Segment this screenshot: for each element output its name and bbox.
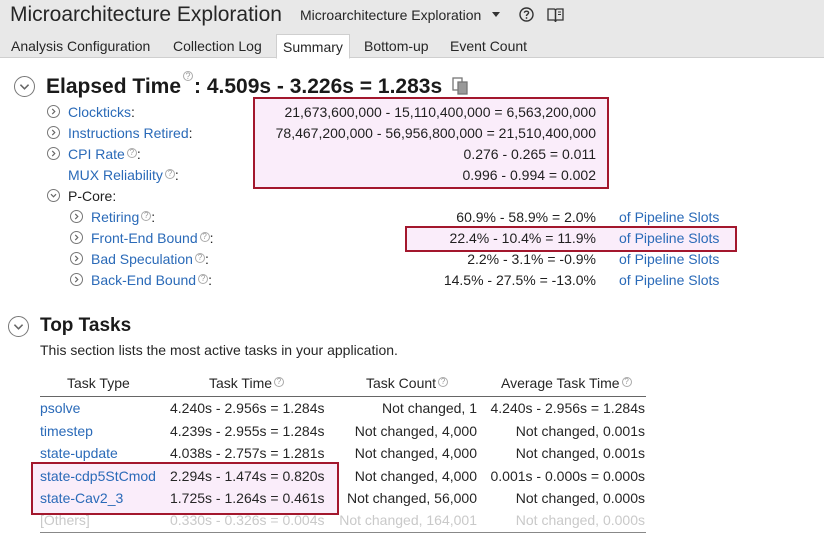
question-icon[interactable]: ? [164,169,175,180]
task-time-cell: 0.330s - 0.326s = 0.004s [170,512,325,528]
task-type-cell[interactable]: state-update [40,445,118,461]
column-header-task-type[interactable]: Task Type [67,375,130,391]
avg-task-time-cell: Not changed, 0.001s [515,423,645,439]
avg-task-time-cell: Not changed, 0.000s [515,490,645,506]
instructions-retired-value: 78,467,200,000 - 56,956,800,000 = 21,510… [275,125,596,141]
app-title: Microarchitecture Exploration [10,3,282,26]
instructions-retired-label[interactable]: Instructions Retired: [68,125,193,141]
retiring-value: 60.9% - 58.9% = 2.0% [456,209,596,225]
task-count-cell: Not changed, 164,001 [339,512,477,528]
clockticks-value: 21,673,600,000 - 15,110,400,000 = 6,563,… [284,104,596,120]
task-type-cell[interactable]: state-Cav2_3 [40,490,124,506]
top-tasks-heading: Top Tasks [40,315,132,336]
task-count-cell: Not changed, 4,000 [354,468,477,484]
chevron-right-icon[interactable] [47,126,60,139]
task-time-cell: 2.294s - 1.474s = 0.820s [170,468,325,484]
column-header-task-count[interactable]: Task Count? [366,375,449,391]
mux-reliability-label[interactable]: MUX Reliability?: [68,167,179,183]
view-selector[interactable]: Microarchitecture Exploration [300,7,482,23]
help-icon[interactable] [519,7,534,22]
top-tasks-description: This section lists the most active tasks… [40,342,398,358]
tab-summary[interactable]: Summary [276,34,350,59]
question-icon[interactable]: ? [198,274,209,285]
retiring-label[interactable]: Retiring?: [91,209,156,225]
chevron-right-icon[interactable] [70,210,83,223]
p-core-label: P-Core: [68,188,117,204]
task-time-cell: 4.240s - 2.956s = 1.284s [170,400,325,416]
chevron-right-icon[interactable] [47,105,60,118]
chevron-right-icon[interactable] [70,252,83,265]
elapsed-time-label: Elapsed Time [46,75,182,98]
tab-collection-log[interactable]: Collection Log [173,38,262,54]
task-count-cell: Not changed, 4,000 [354,423,477,439]
section-divider [0,294,824,295]
tasks-highlight [31,462,339,515]
table-bottom-rule [40,532,646,533]
task-type-cell[interactable]: psolve [40,400,81,416]
tab-bottom-up[interactable]: Bottom-up [364,38,429,54]
avg-task-time-cell: Not changed, 0.001s [515,445,645,461]
mux-reliability-value: 0.996 - 0.994 = 0.002 [462,167,597,183]
tab-analysis-configuration[interactable]: Analysis Configuration [11,38,151,54]
task-count-cell: Not changed, 4,000 [354,445,477,461]
clockticks-label[interactable]: Clockticks: [68,104,135,120]
collapse-top-tasks-icon[interactable] [8,316,29,337]
bad-speculation-value: 2.2% - 3.1% = -0.9% [467,251,596,267]
tab-event-count[interactable]: Event Count [450,38,528,54]
avg-task-time-cell: 0.001s - 0.000s = 0.000s [490,468,646,484]
question-icon[interactable]: ? [126,148,137,159]
chevron-down-icon[interactable] [492,12,500,17]
front-end-bound-label[interactable]: Front-End Bound?: [91,230,214,246]
front-end-highlight [405,226,737,252]
question-icon[interactable]: ? [199,232,210,243]
question-icon[interactable]: ? [183,71,194,81]
question-icon[interactable]: ? [274,377,285,388]
elapsed-time-value: : 4.509s - 3.226s = 1.283s [194,75,443,98]
front-end-bound-unit[interactable]: of Pipeline Slots [619,230,720,246]
title-bar: Microarchitecture Exploration Microarchi… [0,0,824,32]
task-type-cell[interactable]: timestep [40,423,93,439]
collapse-elapsed-icon[interactable] [14,76,35,97]
question-icon[interactable]: ? [141,211,152,222]
table-header-rule [40,396,646,397]
cpi-rate-value: 0.276 - 0.265 = 0.011 [463,146,596,162]
chevron-right-icon[interactable] [47,147,60,160]
task-time-cell: 4.038s - 2.757s = 1.281s [170,445,325,461]
metrics-highlight [253,97,609,189]
chevron-right-icon[interactable] [70,231,83,244]
question-icon[interactable]: ? [621,377,632,388]
task-time-cell: 1.725s - 1.264s = 0.461s [170,490,325,506]
chevron-right-icon[interactable] [70,273,83,286]
bad-speculation-label[interactable]: Bad Speculation?: [91,251,209,267]
back-end-bound-label[interactable]: Back-End Bound?: [91,272,212,288]
task-type-cell[interactable]: [Others] [40,512,90,528]
task-time-cell: 4.239s - 2.955s = 1.284s [170,423,325,439]
copy-icon[interactable] [452,77,469,95]
avg-task-time-cell: Not changed, 0.000s [515,512,645,528]
book-icon[interactable] [547,7,564,23]
task-type-cell[interactable]: state-cdp5StCmod [40,468,156,484]
question-icon[interactable]: ? [438,377,449,388]
column-header-task-time[interactable]: Task Time? [209,375,285,391]
back-end-bound-unit[interactable]: of Pipeline Slots [619,272,720,288]
tab-bar: Analysis Configuration Collection Log Su… [0,32,824,59]
elapsed-time-heading: Elapsed Time?: 4.509s - 3.226s = 1.283s [46,71,443,99]
back-end-bound-value: 14.5% - 27.5% = -13.0% [443,272,596,288]
front-end-bound-value: 22.4% - 10.4% = 11.9% [449,230,596,246]
chevron-down-icon[interactable] [47,189,60,202]
task-count-cell: Not changed, 56,000 [347,490,477,506]
avg-task-time-cell: 4.240s - 2.956s = 1.284s [490,400,646,416]
task-count-cell: Not changed, 1 [382,400,477,416]
bad-speculation-unit[interactable]: of Pipeline Slots [619,251,720,267]
question-icon[interactable]: ? [194,253,205,264]
retiring-unit[interactable]: of Pipeline Slots [619,209,720,225]
cpi-rate-label[interactable]: CPI Rate?: [68,146,141,162]
column-header-average-task-time[interactable]: Average Task Time? [501,375,632,391]
